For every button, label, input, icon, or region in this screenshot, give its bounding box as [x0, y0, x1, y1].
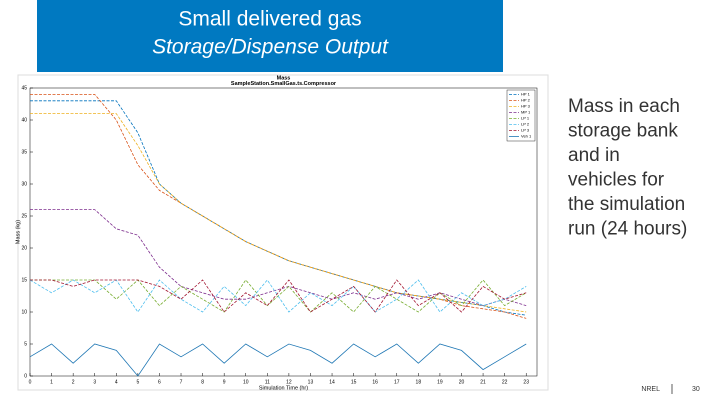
chart-frame [17, 74, 549, 391]
legend-label: HP 3 [521, 104, 531, 109]
x-tick-label: 0 [29, 379, 32, 385]
y-tick-label: 45 [21, 85, 27, 91]
x-tick-label: 9 [223, 379, 226, 385]
legend-label: LP 1 [521, 116, 530, 121]
legend-label: LP 3 [521, 128, 530, 133]
x-tick-label: 15 [351, 379, 357, 385]
legend-label: MP 1 [521, 110, 531, 115]
y-tick-label: 25 [21, 213, 27, 219]
x-tick-label: 1 [50, 379, 53, 385]
x-tick-label: 3 [93, 379, 96, 385]
x-tick-label: 2 [72, 379, 75, 385]
x-tick-label: 12 [286, 379, 292, 385]
body-line: and in [568, 145, 620, 166]
series-line [30, 279, 527, 313]
x-tick-label: 5 [136, 379, 139, 385]
body-line: the simulation [568, 194, 685, 215]
x-tick-label: 13 [308, 379, 314, 385]
x-tick-label: 16 [372, 379, 378, 385]
x-tick-label: 7 [180, 379, 183, 385]
x-tick-label: 11 [265, 379, 270, 385]
body-line: storage bank [568, 121, 678, 142]
x-tick-label: 20 [459, 379, 465, 385]
x-tick-label: 14 [329, 379, 335, 385]
slide-subtitle: Storage/Dispense Output [152, 36, 389, 59]
x-tick-label: 8 [201, 379, 204, 385]
series-line [30, 209, 527, 307]
legend-label: Veh 1 [521, 134, 532, 139]
x-tick-label: 19 [437, 379, 443, 385]
body-line: run (24 hours) [568, 219, 687, 240]
y-tick-label: 0 [24, 373, 27, 379]
footer-org: NREL [641, 386, 660, 393]
y-tick-label: 35 [21, 149, 27, 155]
legend-label: HP 1 [521, 92, 531, 97]
footer-page: 30 [692, 386, 700, 393]
x-tick-label: 23 [523, 379, 529, 385]
title-box [37, 0, 503, 72]
series-line [30, 113, 527, 313]
x-tick-label: 10 [243, 379, 249, 385]
x-tick-label: 17 [394, 379, 400, 385]
x-tick-label: 18 [416, 379, 422, 385]
y-tick-label: 20 [21, 245, 27, 251]
x-tick-label: 21 [480, 379, 486, 385]
body-line: Mass in each [568, 96, 680, 117]
legend-label: HP 2 [521, 98, 531, 103]
y-axis-label: Mass (kg) [15, 220, 21, 244]
x-tick-label: 22 [502, 379, 508, 385]
legend-label: LP 2 [521, 122, 530, 127]
x-tick-label: 4 [115, 379, 118, 385]
y-tick-label: 5 [24, 341, 27, 347]
y-tick-label: 10 [21, 309, 27, 315]
series-line [29, 343, 527, 377]
body-line: vehicles for [568, 170, 665, 191]
slide-title: Small delivered gas [178, 8, 361, 31]
x-axis-label: Simulation Time (hr) [259, 385, 308, 391]
plot-area [29, 87, 538, 377]
legend-box [506, 89, 536, 142]
chart-title: Mass [277, 75, 291, 81]
chart-subtitle: SampleStation.SmallGas.ts.Compressor [231, 81, 337, 87]
x-tick-label: 6 [158, 379, 161, 385]
series-line [29, 279, 527, 313]
y-tick-label: 40 [21, 117, 27, 123]
y-tick-label: 15 [21, 277, 27, 283]
y-tick-label: 30 [21, 181, 27, 187]
body-text: Mass in each storage bank and in vehicles f… [568, 96, 687, 240]
